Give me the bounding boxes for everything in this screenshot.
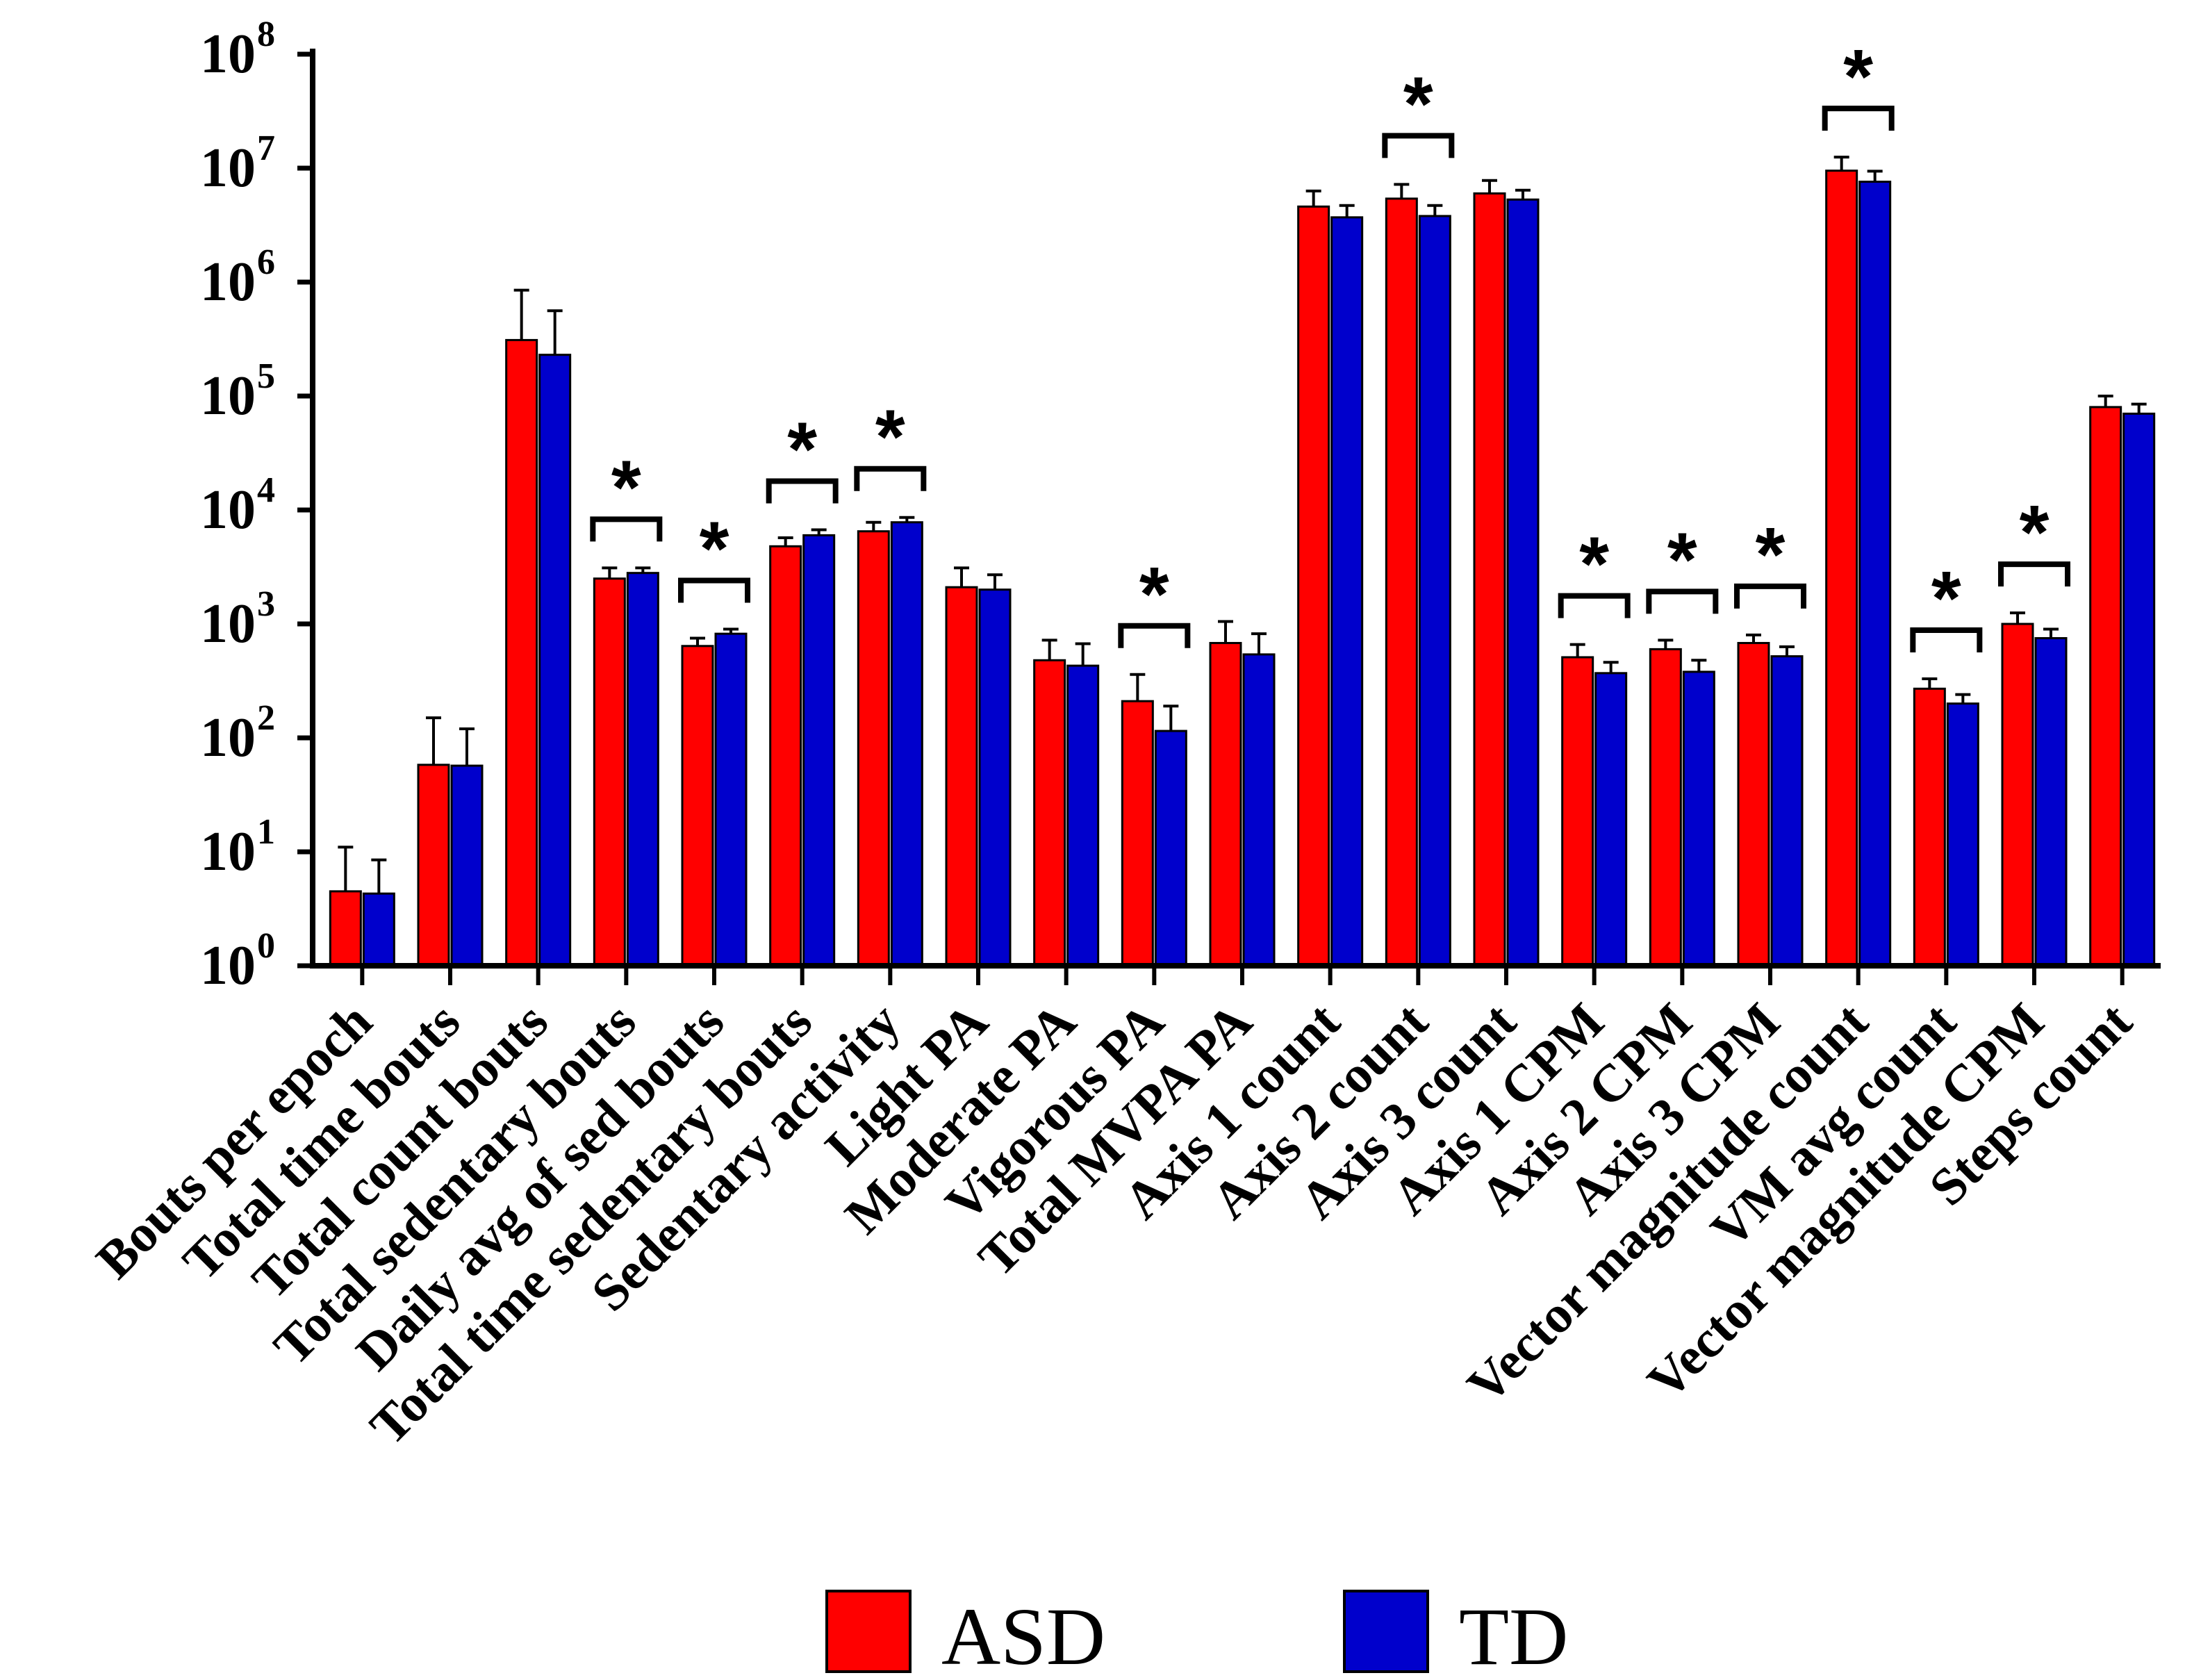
significance-bracket <box>1646 588 1719 614</box>
significance-star: * <box>1667 517 1697 602</box>
y-tick-exponent: 8 <box>257 15 275 54</box>
bar-asd <box>2089 406 2122 967</box>
bar-asd <box>1737 641 1770 967</box>
significance-bracket <box>590 516 663 542</box>
error-bars <box>338 156 2147 894</box>
bar-asd <box>681 645 714 967</box>
significance-bracket <box>1998 561 2070 587</box>
bar-asd <box>329 890 362 967</box>
significance-bracket <box>854 466 927 491</box>
legend-label-asd: ASD <box>941 1591 1105 1680</box>
y-tick-label: 10 <box>200 935 256 996</box>
significance-bracket <box>1734 583 1806 609</box>
bars <box>329 170 2156 967</box>
bar-td <box>538 354 572 967</box>
y-tick-exponent: 4 <box>257 470 275 510</box>
y-tick-exponent: 3 <box>257 584 275 624</box>
bar-td <box>802 534 836 967</box>
y-tick-label: 10 <box>200 252 256 313</box>
significance-bracket <box>678 577 750 603</box>
y-tick-label: 10 <box>200 138 256 199</box>
significance-bracket <box>1382 133 1455 158</box>
bar-asd <box>1121 700 1154 967</box>
y-tick-label: 10 <box>200 707 256 768</box>
bar-td <box>1066 664 1100 967</box>
bar-td <box>1946 702 1979 967</box>
significance-star: * <box>787 407 817 493</box>
y-tick-label: 10 <box>200 821 256 882</box>
significance-star: * <box>875 395 905 480</box>
significance-star: * <box>1403 61 1433 147</box>
bar-td <box>1330 216 1364 967</box>
significance-bracket <box>766 478 839 504</box>
significance-star: * <box>1579 522 1609 607</box>
significance-bracket <box>1118 623 1191 648</box>
y-tick-label: 10 <box>200 24 256 85</box>
y-tick-exponent: 0 <box>257 926 275 966</box>
bar-td <box>626 572 659 967</box>
bar-td <box>1858 181 1892 967</box>
legend-label-td: TD <box>1459 1591 1568 1680</box>
significance-bracket <box>1822 106 1895 131</box>
bar-td <box>1682 670 1715 967</box>
bar-asd <box>769 545 802 967</box>
bar-td <box>890 521 923 967</box>
significance-star: * <box>2020 490 2050 575</box>
bar-asd <box>417 764 450 967</box>
axes <box>310 49 2161 969</box>
bar-td <box>450 764 484 967</box>
bar-asd <box>1297 205 1330 967</box>
significance-markers: * * * * * * * * * * * * <box>590 34 2070 652</box>
bar-asd <box>593 577 626 967</box>
legend-swatch-td <box>1343 1590 1429 1673</box>
y-tick-label: 10 <box>200 365 256 427</box>
bar-asd <box>1033 659 1066 967</box>
bar-td <box>1242 653 1276 967</box>
significance-star: * <box>1756 512 1786 598</box>
significance-bracket <box>1910 627 1983 652</box>
bar-asd <box>505 338 538 967</box>
legend-swatch-asd <box>825 1590 912 1673</box>
significance-bracket <box>1558 593 1631 618</box>
y-tick-exponent: 1 <box>257 812 275 852</box>
bar-asd <box>2001 623 2034 967</box>
significance-star: * <box>700 507 729 592</box>
bar-asd <box>945 586 978 967</box>
significance-star: * <box>611 445 641 530</box>
bar-asd <box>1913 687 1946 967</box>
bar-td <box>978 588 1012 967</box>
significance-star: * <box>1931 556 1961 641</box>
bar-td <box>362 892 395 967</box>
bar-td <box>2122 412 2156 967</box>
bar-asd <box>1649 648 1682 967</box>
bar-asd <box>857 530 890 967</box>
y-tick-exponent: 5 <box>257 356 275 396</box>
y-tick-exponent: 2 <box>257 698 275 738</box>
y-tick-exponent: 6 <box>257 242 275 282</box>
y-tick-exponent: 7 <box>257 129 275 168</box>
bar-td <box>1506 198 1540 967</box>
significance-star: * <box>1843 34 1873 120</box>
significance-star: * <box>1139 552 1169 637</box>
y-tick-label: 10 <box>200 593 256 654</box>
bar-td <box>1154 730 1187 967</box>
bar-td <box>1770 655 1804 967</box>
bar-asd <box>1825 170 1858 967</box>
bar-asd <box>1209 641 1242 967</box>
bar-asd <box>1561 656 1594 967</box>
bar-td <box>714 632 748 967</box>
bar-asd <box>1385 197 1418 967</box>
legend: ASD TD <box>825 1590 1568 1680</box>
bar-td <box>1418 215 1451 967</box>
y-tick-label: 10 <box>200 479 256 541</box>
bar-td <box>2034 636 2068 967</box>
bar-td <box>1594 672 1628 967</box>
bar-asd <box>1473 192 1506 967</box>
